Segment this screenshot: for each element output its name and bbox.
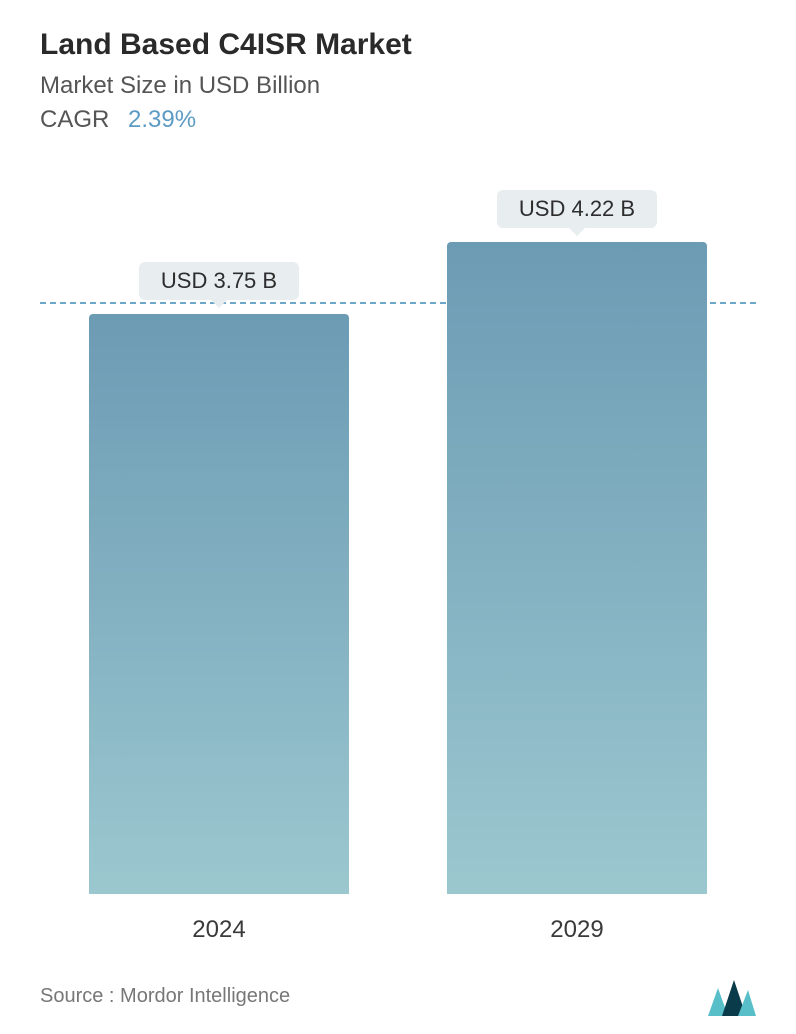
cagr-label: CAGR [40,106,109,133]
bar-2024 [89,314,349,894]
bar-group-2024: USD 3.75 B [89,262,349,894]
bars-wrap: USD 3.75 B USD 4.22 B [40,194,756,894]
bar-2029 [447,242,707,894]
cagr-row: CAGR 2.39% [40,106,756,134]
x-axis-labels: 2024 2029 [40,916,756,944]
x-label-2029: 2029 [447,916,707,944]
bar-group-2029: USD 4.22 B [447,190,707,894]
source-text: Source : Mordor Intelligence [40,985,290,1008]
chart-container: Land Based C4ISR Market Market Size in U… [0,0,796,1034]
mordor-logo-icon [708,976,756,1016]
x-label-2024: 2024 [89,916,349,944]
chart-footer: Source : Mordor Intelligence [40,976,756,1016]
chart-area: USD 3.75 B USD 4.22 B 2024 2029 [40,194,756,954]
value-pill-2024: USD 3.75 B [139,262,299,300]
cagr-value: 2.39% [128,106,196,133]
chart-subtitle: Market Size in USD Billion [40,72,756,100]
value-pill-2029: USD 4.22 B [497,190,657,228]
page-title: Land Based C4ISR Market [40,28,756,62]
